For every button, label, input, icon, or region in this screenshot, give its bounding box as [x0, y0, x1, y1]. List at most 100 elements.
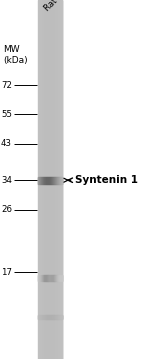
Bar — [60, 315, 61, 319]
Bar — [45, 315, 46, 319]
Bar — [38, 275, 39, 281]
Bar — [55, 0, 56, 359]
Bar — [46, 177, 47, 184]
Bar — [58, 315, 59, 319]
Text: 17: 17 — [1, 267, 12, 277]
Bar — [52, 315, 53, 319]
Bar — [47, 315, 48, 319]
Bar — [58, 177, 59, 184]
Bar — [39, 275, 40, 281]
Bar — [47, 275, 48, 281]
Bar — [40, 275, 41, 281]
Bar — [45, 275, 46, 281]
Bar — [45, 0, 46, 359]
Bar — [52, 275, 53, 281]
Bar — [51, 275, 52, 281]
Bar — [41, 177, 42, 184]
Bar — [49, 315, 50, 319]
Bar — [56, 177, 57, 184]
Bar — [38, 315, 39, 319]
Bar — [54, 177, 55, 184]
Bar — [58, 0, 59, 359]
Bar — [42, 315, 43, 319]
Text: 72: 72 — [1, 81, 12, 90]
Bar — [44, 315, 45, 319]
Bar — [61, 0, 62, 359]
Bar — [38, 11, 62, 348]
Bar — [59, 315, 60, 319]
Bar — [41, 315, 42, 319]
Bar — [56, 315, 57, 319]
Bar — [44, 0, 45, 359]
Bar — [53, 0, 54, 359]
Bar — [50, 177, 51, 184]
Bar — [56, 0, 57, 359]
Bar — [46, 275, 47, 281]
Bar — [61, 315, 62, 319]
Bar — [46, 0, 47, 359]
Bar — [54, 0, 55, 359]
Bar — [58, 275, 59, 281]
Bar — [49, 177, 50, 184]
Text: 34: 34 — [1, 176, 12, 185]
Bar — [56, 275, 57, 281]
Bar — [53, 177, 54, 184]
Bar — [46, 315, 47, 319]
Bar — [54, 275, 55, 281]
Bar — [45, 177, 46, 184]
Bar — [50, 275, 51, 281]
Text: 43: 43 — [1, 139, 12, 148]
Bar — [57, 0, 58, 359]
Bar — [38, 0, 39, 359]
Bar — [51, 177, 52, 184]
Bar — [48, 0, 49, 359]
Bar — [47, 177, 48, 184]
Bar — [39, 0, 40, 359]
Bar — [53, 275, 54, 281]
Bar — [39, 315, 40, 319]
Bar — [40, 315, 41, 319]
Bar — [57, 177, 58, 184]
Bar — [60, 177, 61, 184]
Text: 55: 55 — [1, 109, 12, 119]
Bar — [41, 275, 42, 281]
Bar — [59, 177, 60, 184]
Bar — [59, 275, 60, 281]
Bar — [60, 0, 61, 359]
Bar — [57, 275, 58, 281]
Bar — [40, 177, 41, 184]
Text: MW
(kDa): MW (kDa) — [3, 45, 28, 65]
Bar — [60, 275, 61, 281]
Text: 26: 26 — [1, 205, 12, 214]
Bar — [47, 0, 48, 359]
Bar — [49, 0, 50, 359]
Bar — [54, 315, 55, 319]
Bar — [53, 315, 54, 319]
Bar — [51, 0, 52, 359]
Bar — [59, 0, 60, 359]
Bar — [41, 0, 42, 359]
Bar — [48, 315, 49, 319]
Bar — [39, 177, 40, 184]
Bar — [49, 275, 50, 281]
Bar — [48, 177, 49, 184]
Bar — [61, 177, 62, 184]
Bar — [42, 177, 43, 184]
Bar — [42, 0, 43, 359]
Bar — [57, 315, 58, 319]
Bar — [52, 177, 53, 184]
Bar — [51, 315, 52, 319]
Bar — [44, 275, 45, 281]
Bar — [48, 275, 49, 281]
Bar — [38, 177, 39, 184]
Bar — [42, 275, 43, 281]
Text: Rat hippocampus: Rat hippocampus — [42, 0, 102, 13]
Bar — [44, 177, 45, 184]
Bar — [50, 0, 51, 359]
Text: Syntenin 1: Syntenin 1 — [75, 175, 138, 185]
Bar — [61, 275, 62, 281]
Bar — [50, 315, 51, 319]
Bar — [43, 0, 44, 359]
Bar — [52, 0, 53, 359]
Bar — [40, 0, 41, 359]
